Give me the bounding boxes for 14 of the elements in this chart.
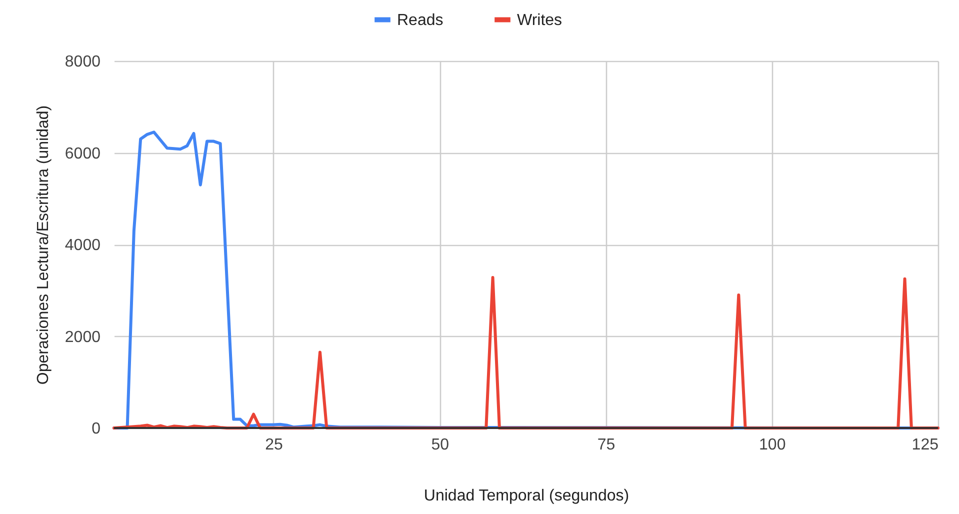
y-tick-label: 4000 bbox=[64, 237, 101, 254]
legend-label: Writes bbox=[517, 12, 562, 29]
x-tick-label: 50 bbox=[431, 436, 450, 454]
y-tick-label: 0 bbox=[92, 420, 101, 438]
y-axis-title: Operaciones Lectura/Escritura (unidad) bbox=[34, 105, 52, 385]
y-tick-label: 6000 bbox=[64, 145, 101, 162]
x-tick-label: 100 bbox=[759, 436, 786, 454]
x-tick-label: 125 bbox=[912, 436, 939, 454]
y-tick-label: 2000 bbox=[64, 328, 101, 346]
y-tick-label: 8000 bbox=[64, 54, 101, 70]
x-tick-label: 75 bbox=[597, 436, 616, 454]
x-tick-label: 25 bbox=[265, 436, 283, 454]
x-axis-title: Unidad Temporal (segundos) bbox=[424, 488, 630, 504]
legend-label: Reads bbox=[397, 12, 444, 29]
